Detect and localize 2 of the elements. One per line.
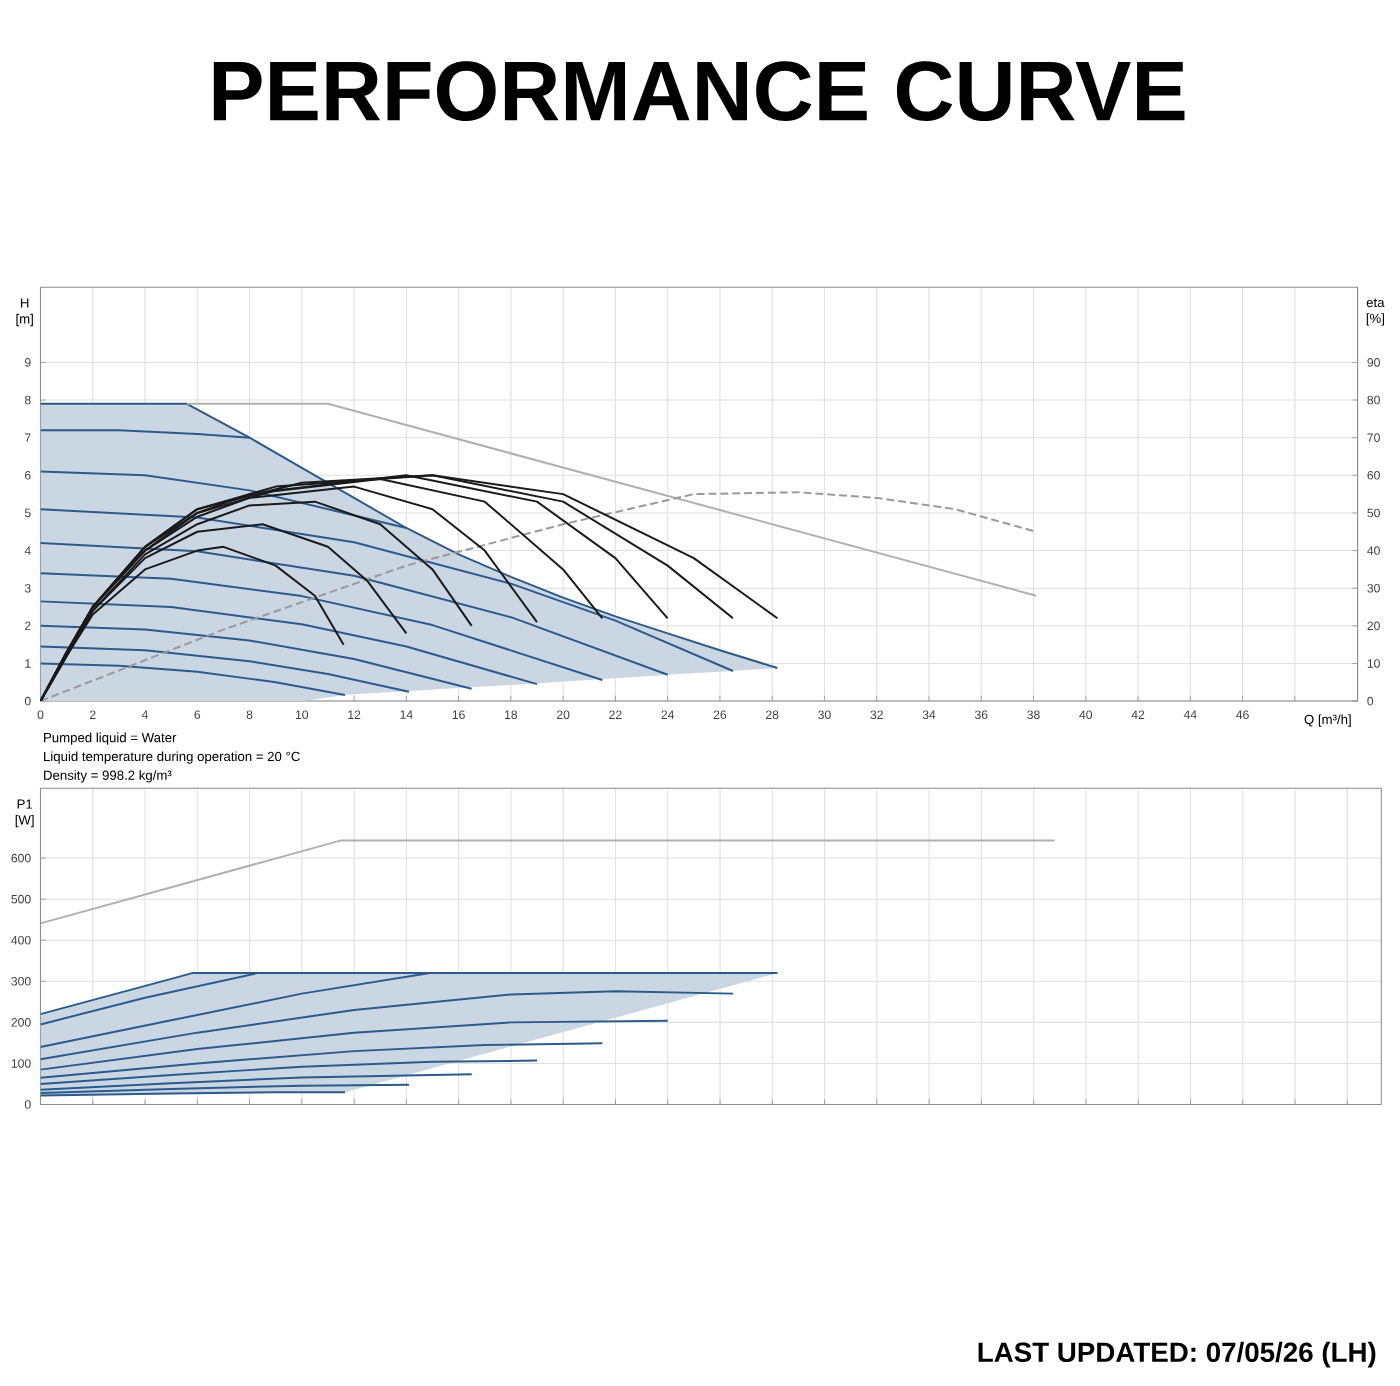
chart-title: PERFORMANCE CURVE [213, 61, 1185, 121]
text: LAST UPDATED: 07/05/26 (LH) [978, 1341, 1376, 1368]
